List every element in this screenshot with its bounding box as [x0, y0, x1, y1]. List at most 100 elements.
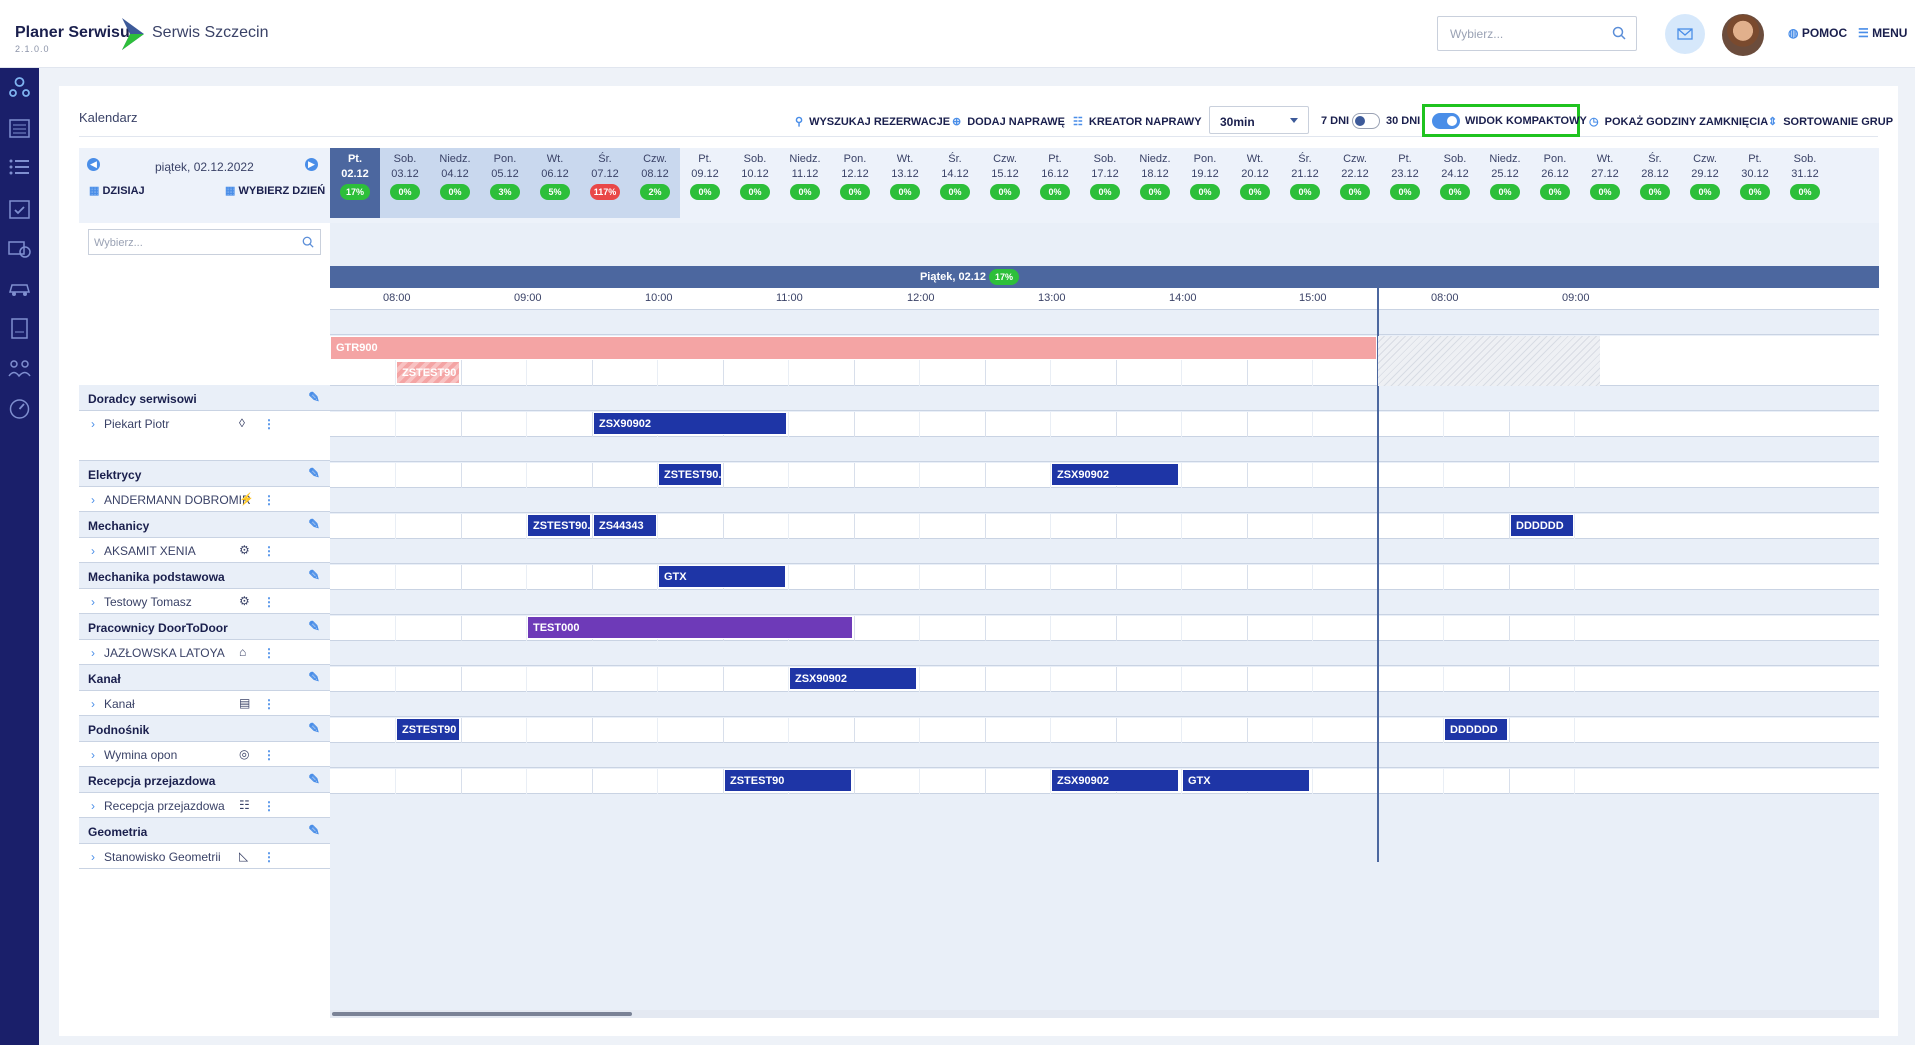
day-column[interactable]: Wt. 06.12 5% — [530, 148, 580, 218]
compact-view-toggle[interactable] — [1432, 113, 1460, 129]
chevron-right-icon[interactable]: › — [91, 748, 95, 762]
booking-block[interactable]: ZSX90902 — [593, 412, 787, 435]
edit-icon[interactable]: ✎ — [308, 669, 320, 685]
edit-icon[interactable]: ✎ — [308, 822, 320, 838]
day-column[interactable]: Sob. 31.12 0% — [1780, 148, 1830, 218]
booking-block[interactable]: ZSX90902 — [1051, 769, 1179, 792]
car-icon[interactable] — [7, 276, 32, 301]
booking-block[interactable]: TEST000 — [527, 616, 853, 639]
prev-day-icon[interactable]: ◀ — [87, 158, 100, 171]
day-column[interactable]: Pt. 09.12 0% — [680, 148, 730, 218]
booking-block[interactable]: GTX — [1182, 769, 1310, 792]
day-column[interactable]: Śr. 28.12 0% — [1630, 148, 1680, 218]
edit-icon[interactable]: ✎ — [308, 465, 320, 481]
more-options-icon[interactable]: ⋮ — [263, 646, 275, 660]
day-column[interactable]: Czw. 08.12 2% — [630, 148, 680, 218]
compact-view-label[interactable]: WIDOK KOMPAKTOWY — [1465, 115, 1587, 127]
edit-icon[interactable]: ✎ — [308, 567, 320, 583]
resource-label[interactable]: › Stanowisko Geometrii ◺ ⋮ — [79, 844, 330, 869]
booking-block[interactable]: ZSTEST90... — [527, 514, 591, 537]
resource-label[interactable]: › Kanał ▤ ⋮ — [79, 691, 330, 716]
dashboard-icon[interactable] — [7, 396, 32, 421]
more-options-icon[interactable]: ⋮ — [263, 595, 275, 609]
more-options-icon[interactable]: ⋮ — [263, 493, 275, 507]
more-options-icon[interactable]: ⋮ — [263, 417, 275, 431]
day-column[interactable]: Czw. 22.12 0% — [1330, 148, 1380, 218]
interval-select[interactable]: 30min — [1209, 106, 1309, 134]
chevron-right-icon[interactable]: › — [91, 493, 95, 507]
add-repair-button[interactable]: ⊕ DODAJ NAPRAWĘ — [952, 115, 1065, 129]
booking-block[interactable]: ZS44343 — [593, 514, 657, 537]
booking-block[interactable]: GTX — [658, 565, 786, 588]
edit-icon[interactable]: ✎ — [308, 618, 320, 634]
day-column[interactable]: Niedz. 04.12 0% — [430, 148, 480, 218]
chevron-right-icon[interactable]: › — [91, 417, 95, 431]
resource-label[interactable]: › Wymina opon ◎ ⋮ — [79, 742, 330, 767]
document-icon[interactable] — [7, 316, 32, 341]
resource-label[interactable]: › Recepcja przejazdowa ☷ ⋮ — [79, 793, 330, 818]
more-options-icon[interactable]: ⋮ — [263, 799, 275, 813]
days-range-toggle[interactable] — [1352, 113, 1380, 129]
booking-block[interactable]: DDDDDD — [1444, 718, 1508, 741]
list-icon[interactable] — [7, 116, 32, 141]
menu-button[interactable]: ☰ MENU — [1858, 26, 1907, 40]
group-sorting-button[interactable]: ⇕ SORTOWANIE GRUP — [1768, 115, 1893, 129]
resource-filter-input[interactable]: Wybierz... — [88, 229, 321, 255]
pick-day-button[interactable]: ▦ WYBIERZ DZIEŃ — [225, 184, 325, 197]
day-column[interactable]: Pon. 05.12 3% — [480, 148, 530, 218]
next-day-icon[interactable]: ▶ — [305, 158, 318, 171]
car-check-icon[interactable] — [7, 236, 32, 261]
day-column[interactable]: Wt. 13.12 0% — [880, 148, 930, 218]
horizontal-scrollbar[interactable] — [330, 1010, 1879, 1018]
people-icon[interactable] — [7, 75, 32, 100]
resource-row[interactable] — [330, 412, 1879, 437]
day-column[interactable]: Sob. 24.12 0% — [1430, 148, 1480, 218]
booking-block[interactable]: ZSTEST90... — [658, 463, 722, 486]
booking-block[interactable]: ZSTEST90 — [396, 718, 460, 741]
day-column[interactable]: Niedz. 11.12 0% — [780, 148, 830, 218]
chevron-right-icon[interactable]: › — [91, 595, 95, 609]
booking-block[interactable]: GTR900 — [330, 336, 1377, 360]
resource-row[interactable] — [330, 565, 1879, 590]
search-reservations-button[interactable]: ⚲ WYSZUKAJ REZERWACJE — [795, 115, 950, 129]
day-column[interactable]: Pt. 16.12 0% — [1030, 148, 1080, 218]
more-options-icon[interactable]: ⋮ — [263, 748, 275, 762]
day-column[interactable]: Pt. 30.12 0% — [1730, 148, 1780, 218]
booking-block[interactable]: ZSX90902 — [1051, 463, 1179, 486]
edit-icon[interactable]: ✎ — [308, 389, 320, 405]
edit-icon[interactable]: ✎ — [308, 516, 320, 532]
day-column[interactable]: Pt. 23.12 0% — [1380, 148, 1430, 218]
tasks-icon[interactable] — [7, 155, 32, 180]
resource-label[interactable]: › Testowy Tomasz ⚙ ⋮ — [79, 589, 330, 614]
chevron-right-icon[interactable]: › — [91, 799, 95, 813]
booking-block[interactable]: ZSTEST90 — [396, 361, 460, 384]
more-options-icon[interactable]: ⋮ — [263, 697, 275, 711]
day-column[interactable]: Śr. 07.12 117% — [580, 148, 630, 218]
more-options-icon[interactable]: ⋮ — [263, 850, 275, 864]
day-column[interactable]: Sob. 03.12 0% — [380, 148, 430, 218]
chevron-right-icon[interactable]: › — [91, 544, 95, 558]
booking-block[interactable]: ZSTEST90 — [724, 769, 852, 792]
day-column[interactable]: Sob. 17.12 0% — [1080, 148, 1130, 218]
day-column[interactable]: Wt. 20.12 0% — [1230, 148, 1280, 218]
scrollbar-thumb[interactable] — [332, 1012, 632, 1016]
brand-title[interactable]: Planer Serwisu — [15, 24, 130, 41]
day-column[interactable]: Pon. 19.12 0% — [1180, 148, 1230, 218]
day-column[interactable]: Czw. 15.12 0% — [980, 148, 1030, 218]
today-button[interactable]: ▦ DZISIAJ — [89, 184, 145, 197]
day-column[interactable]: Pt. 02.12 17% — [330, 148, 380, 218]
day-column[interactable]: Śr. 21.12 0% — [1280, 148, 1330, 218]
day-column[interactable]: Czw. 29.12 0% — [1680, 148, 1730, 218]
chevron-right-icon[interactable]: › — [91, 697, 95, 711]
team-icon[interactable] — [7, 356, 32, 381]
days30-label[interactable]: 30 DNI — [1386, 115, 1421, 127]
day-column[interactable]: Wt. 27.12 0% — [1580, 148, 1630, 218]
chevron-right-icon[interactable]: › — [91, 850, 95, 864]
edit-icon[interactable]: ✎ — [308, 720, 320, 736]
booking-block[interactable]: DDDDDD — [1510, 514, 1574, 537]
help-link[interactable]: ◍ POMOC — [1788, 26, 1847, 40]
avatar[interactable] — [1722, 14, 1764, 56]
edit-icon[interactable]: ✎ — [308, 771, 320, 787]
day-column[interactable]: Sob. 10.12 0% — [730, 148, 780, 218]
top-search-input[interactable]: Wybierz... — [1437, 16, 1637, 51]
